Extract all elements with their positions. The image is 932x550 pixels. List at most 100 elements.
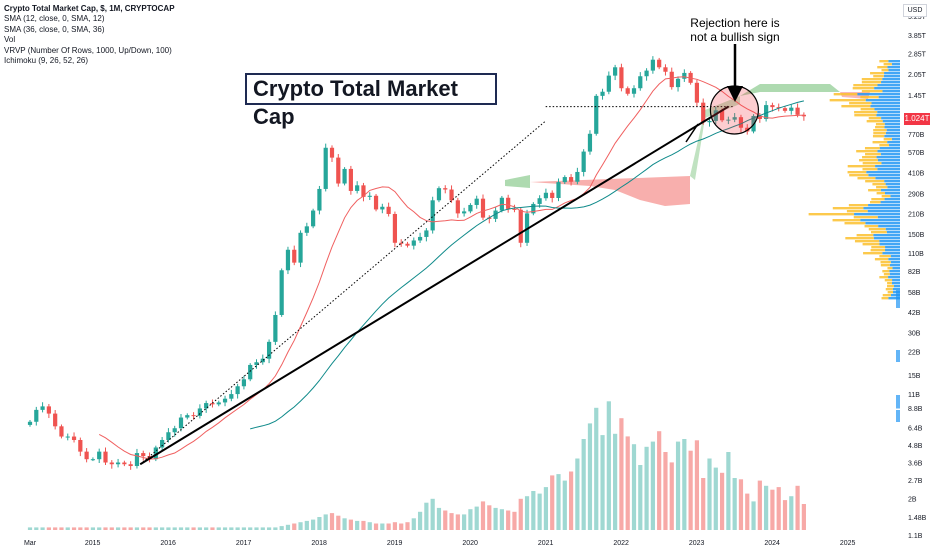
volume-bar [178, 527, 184, 530]
volume-bar [311, 519, 316, 530]
volume-bar [625, 436, 630, 530]
profile-row-up [875, 165, 900, 168]
volume-bar [147, 527, 152, 530]
volume-bar [134, 527, 140, 530]
volume-bar [34, 527, 39, 530]
profile-row-up [887, 186, 900, 189]
volume-bar [732, 478, 737, 530]
profile-row-up [878, 225, 900, 228]
volume-bar [65, 527, 70, 530]
candle-body [399, 242, 404, 244]
currency-label[interactable]: USD [903, 4, 927, 17]
x-tick-label: 2017 [236, 540, 252, 547]
candle-body [719, 110, 725, 121]
current-price-badge: 1.024T [904, 113, 930, 125]
profile-row-down [873, 129, 887, 132]
y-tick-label: 2.7B [908, 478, 923, 485]
profile-row-up [889, 273, 900, 276]
candle-body [707, 120, 712, 123]
profile-row-up [881, 162, 900, 165]
profile-row-down [883, 138, 892, 141]
profile-row-up [892, 279, 900, 282]
y-tick-label: 290B [908, 192, 925, 199]
volume-bar [399, 523, 404, 530]
candle-body [317, 188, 322, 211]
volume-bar [631, 444, 637, 530]
candle-body [663, 67, 668, 72]
legend-sma12[interactable]: SMA (12, close, 0, SMA, 12) [4, 14, 105, 24]
profile-row-down [857, 177, 876, 180]
profile-row-down [881, 297, 889, 300]
candle-body [386, 206, 391, 214]
candle-body [134, 453, 140, 467]
candle-body [235, 386, 240, 395]
y-tick-label: 2.05T [908, 72, 927, 79]
profile-row-down [875, 126, 885, 129]
candle-body [348, 168, 353, 191]
volume-bar [575, 458, 580, 530]
volume-bar [392, 522, 398, 530]
volume-bar [323, 514, 328, 530]
profile-row-up [887, 141, 900, 144]
candle-body [178, 417, 184, 429]
profile-row-down [870, 231, 887, 234]
volume-bar [160, 527, 165, 530]
candle-body [701, 102, 706, 123]
y-tick-label: 770B [908, 132, 925, 139]
candle-body [71, 436, 77, 440]
y-tick-label: 11B [908, 392, 920, 399]
candle-body [455, 200, 460, 214]
y-tick-label: 570B [908, 150, 925, 157]
candle-body [361, 185, 366, 197]
y-tick-label: 1.48B [908, 515, 927, 522]
volume-bar [757, 480, 762, 530]
profile-row-small [896, 350, 900, 362]
volume-bar [185, 527, 190, 530]
profile-row-down [862, 168, 878, 171]
candle-body [248, 364, 253, 380]
profile-row-down [887, 285, 894, 288]
candle-body [115, 462, 121, 465]
y-tick-label: 30B [908, 331, 921, 338]
profile-row-up [891, 63, 900, 66]
y-tick-label: 410B [908, 170, 925, 177]
candle-body [141, 453, 146, 457]
candle-body [638, 76, 643, 89]
profile-row-up [891, 138, 900, 141]
profile-row-down [859, 159, 878, 162]
profile-row-down [872, 141, 888, 144]
y-tick-label: 3.6B [908, 461, 923, 468]
x-tick-label: 2018 [311, 540, 327, 547]
volume-bar [474, 506, 479, 530]
volume-bar [78, 527, 83, 530]
legend-vrvp[interactable]: VRVP (Number Of Rows, 1000, Up/Down, 100… [4, 45, 172, 55]
volume-bar [292, 523, 297, 530]
candle-body [411, 240, 416, 246]
legend-sma36[interactable]: SMA (36, close, 0, SMA, 36) [4, 24, 105, 34]
volume-bar [638, 465, 643, 530]
volume-bar [405, 522, 410, 530]
profile-row-up [865, 222, 900, 225]
candle-body [443, 188, 448, 190]
volume-bar [801, 504, 806, 530]
x-tick-label: 2016 [160, 540, 176, 547]
volume-bar [701, 478, 706, 530]
profile-row-up [887, 66, 900, 69]
profile-row-down [879, 60, 889, 63]
profile-row-down [844, 222, 866, 225]
volume-bar [153, 527, 158, 530]
trendline-dotted [139, 120, 546, 465]
candle-body [122, 462, 127, 465]
legend-vol[interactable]: Vol [4, 35, 16, 45]
volume-bar [782, 500, 788, 530]
volume-bar [329, 513, 335, 530]
legend-ichimoku[interactable]: Ichimoku (9, 26, 52, 26) [4, 56, 89, 66]
candle-body [537, 198, 542, 204]
profile-row-down [883, 63, 892, 66]
cloud-bull-2021 [505, 175, 530, 188]
candle-body [128, 464, 133, 467]
profile-row-up [876, 156, 900, 159]
profile-row-down [860, 96, 879, 99]
profile-row-down [854, 240, 880, 243]
